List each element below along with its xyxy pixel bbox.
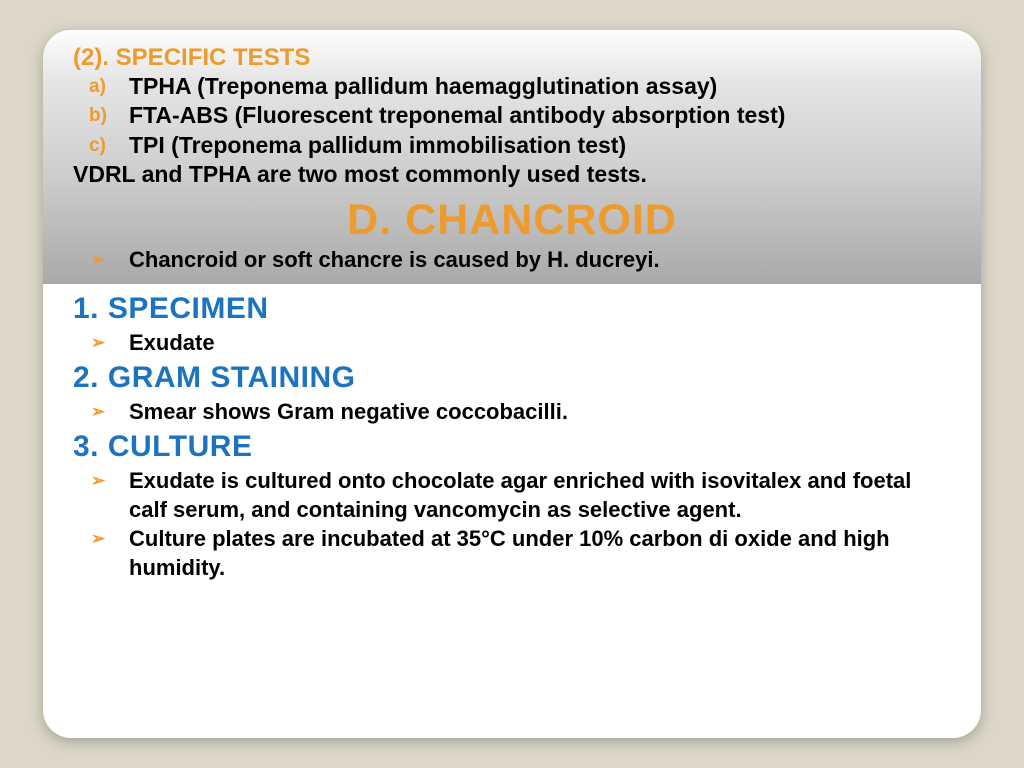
list-item: ➢Exudate is cultured onto chocolate agar… <box>129 466 951 524</box>
list-item: ➢Exudate <box>129 328 951 357</box>
specific-tests-list: a) TPHA (Treponema pallidum haemagglutina… <box>73 72 951 160</box>
list-text: Chancroid or soft chancre is caused by H… <box>129 247 660 272</box>
list-text: TPHA (Treponema pallidum haemagglutinati… <box>129 73 717 99</box>
section-header: (2). SPECIFIC TESTS <box>73 44 951 72</box>
list-text: Exudate is cultured onto chocolate agar … <box>129 468 911 522</box>
block-heading: 1. SPECIMEN <box>73 288 951 328</box>
list-text: Exudate <box>129 330 215 355</box>
list-item: b)FTA-ABS (Fluorescent treponemal antibo… <box>129 101 951 130</box>
bullet-icon: ➢ <box>91 401 105 423</box>
list-item: ➢Culture plates are incubated at 35°C un… <box>129 524 951 582</box>
list-marker: a) <box>89 75 106 99</box>
block-list: ➢ Exudate <box>73 328 951 357</box>
block-heading: 3. CULTURE <box>73 426 951 466</box>
list-item: c)TPI (Treponema pallidum immobilisation… <box>129 131 951 160</box>
bullet-icon: ➢ <box>91 249 105 271</box>
chancroid-title: D. CHANCROID <box>73 190 951 245</box>
bullet-icon: ➢ <box>91 470 105 492</box>
list-marker: c) <box>89 134 106 158</box>
list-text: Culture plates are incubated at 35°C und… <box>129 526 890 580</box>
common-note: VDRL and TPHA are two most commonly used… <box>73 160 951 190</box>
upper-panel: (2). SPECIFIC TESTS a) TPHA (Treponema pa… <box>43 30 981 284</box>
list-text: FTA-ABS (Fluorescent treponemal antibody… <box>129 102 785 128</box>
list-item: ➢Chancroid or soft chancre is caused by … <box>129 245 951 274</box>
bullet-icon: ➢ <box>91 528 105 550</box>
lower-panel: 1. SPECIMEN ➢ Exudate 2. GRAM STAINING ➢ S… <box>43 284 981 602</box>
bullet-icon: ➢ <box>91 332 105 354</box>
block-list: ➢ Exudate is cultured onto chocolate agar… <box>73 466 951 582</box>
slide-card: (2). SPECIFIC TESTS a) TPHA (Treponema pa… <box>43 30 981 738</box>
block-list: ➢ Smear shows Gram negative coccobacilli. <box>73 397 951 426</box>
block-heading: 2. GRAM STAINING <box>73 357 951 397</box>
list-text: Smear shows Gram negative coccobacilli. <box>129 399 568 424</box>
list-item: a)TPHA (Treponema pallidum haemagglutina… <box>129 72 951 101</box>
list-item: ➢Smear shows Gram negative coccobacilli. <box>129 397 951 426</box>
list-text: TPI (Treponema pallidum immobilisation t… <box>129 132 626 158</box>
list-marker: b) <box>89 104 107 128</box>
intro-list: ➢ Chancroid or soft chancre is caused by … <box>73 245 951 274</box>
